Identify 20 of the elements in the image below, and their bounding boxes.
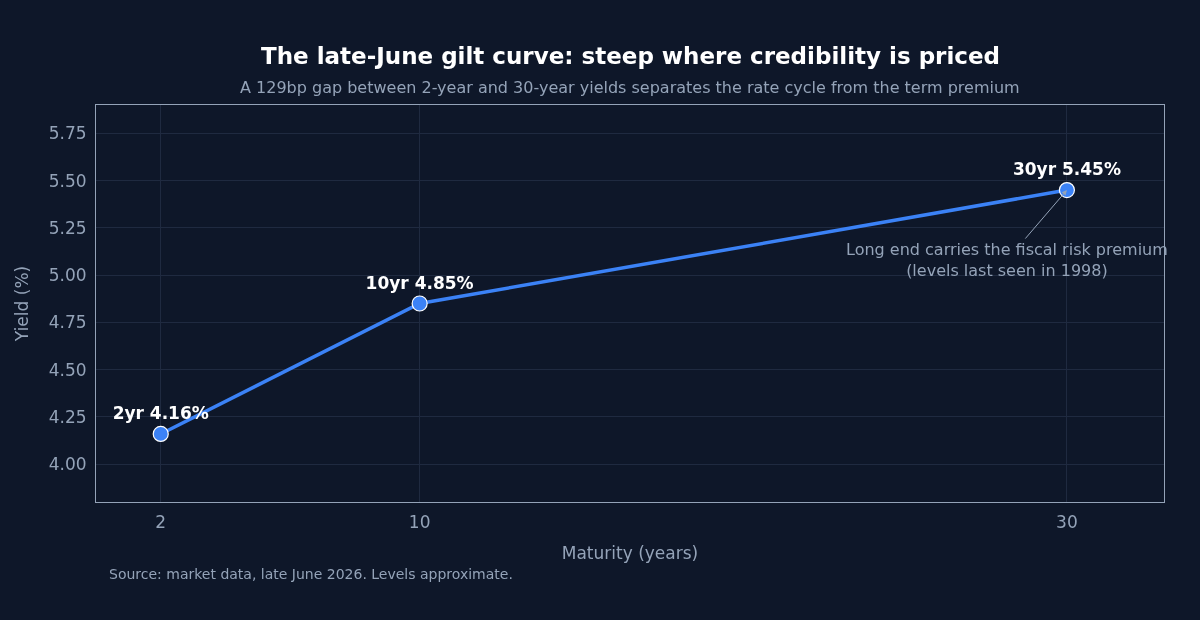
y-tick-label: 5.75 <box>48 123 87 144</box>
x-tick-label: 10 <box>408 512 431 533</box>
y-tick-label: 4.50 <box>48 359 87 380</box>
y-tick-label: 5.00 <box>48 265 87 286</box>
data-label: 10yr 4.85% <box>365 272 474 293</box>
y-axis-title: Yield (%) <box>12 265 33 343</box>
data-label: 30yr 5.45% <box>1012 159 1121 180</box>
x-axis-title: Maturity (years) <box>561 542 699 563</box>
point <box>411 295 428 312</box>
chart-title: The late-June gilt curve: steep where credibility is priced <box>261 43 1001 69</box>
chart-subtitle: A 129bp gap between 2-year and 30-year yields separates the rate cycle from the term premium <box>240 78 1020 97</box>
y-tick-label: 4.00 <box>48 454 87 475</box>
x-tick-label: 2 <box>155 512 167 533</box>
x-tick-label: 30 <box>1056 512 1078 533</box>
source-note: Source: market data, late June 2026. Levels approximate. <box>109 566 513 582</box>
y-tick-label: 5.50 <box>48 170 87 191</box>
y-tick-label: 4.75 <box>48 312 87 333</box>
y-tick-label: 4.25 <box>48 406 87 427</box>
y-tick-label: 5.25 <box>48 217 87 238</box>
point <box>152 425 169 443</box>
